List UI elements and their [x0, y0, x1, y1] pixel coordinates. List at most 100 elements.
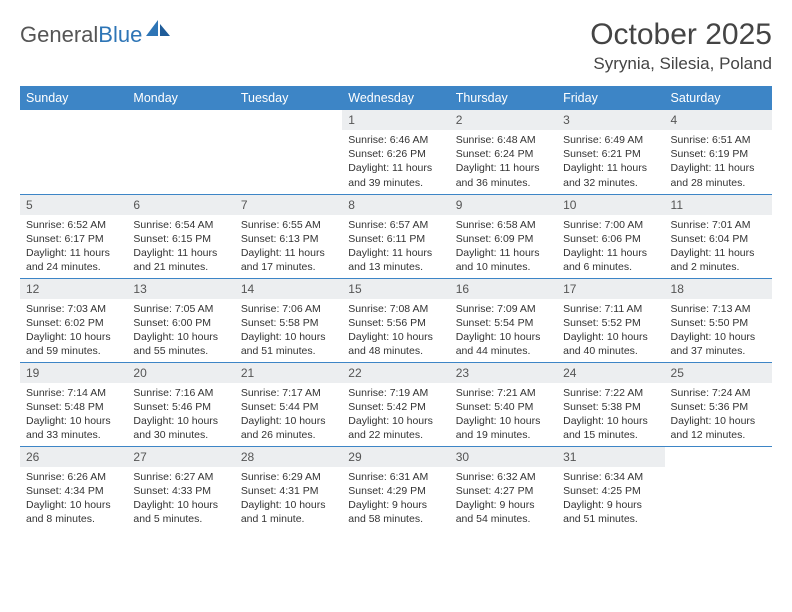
- cell-body: Sunrise: 6:52 AMSunset: 6:17 PMDaylight:…: [20, 215, 127, 275]
- day-number: 20: [127, 363, 234, 383]
- sunrise-line: Sunrise: 6:27 AM: [133, 470, 228, 484]
- day-number: 19: [20, 363, 127, 383]
- sunrise-line: Sunrise: 6:32 AM: [456, 470, 551, 484]
- cell-body: Sunrise: 6:49 AMSunset: 6:21 PMDaylight:…: [557, 130, 664, 190]
- day-number: 31: [557, 447, 664, 467]
- calendar-cell: 26Sunrise: 6:26 AMSunset: 4:34 PMDayligh…: [20, 446, 127, 530]
- calendar-cell: 7Sunrise: 6:55 AMSunset: 6:13 PMDaylight…: [235, 194, 342, 278]
- daylight-line: Daylight: 11 hours and 21 minutes.: [133, 246, 228, 274]
- daylight-line: Daylight: 9 hours and 51 minutes.: [563, 498, 658, 526]
- cell-body: Sunrise: 7:14 AMSunset: 5:48 PMDaylight:…: [20, 383, 127, 443]
- cell-body: Sunrise: 6:27 AMSunset: 4:33 PMDaylight:…: [127, 467, 234, 527]
- cell-body: Sunrise: 7:01 AMSunset: 6:04 PMDaylight:…: [665, 215, 772, 275]
- cell-body: Sunrise: 6:55 AMSunset: 6:13 PMDaylight:…: [235, 215, 342, 275]
- calendar-cell: [20, 110, 127, 194]
- sunset-line: Sunset: 6:19 PM: [671, 147, 766, 161]
- sunset-line: Sunset: 5:58 PM: [241, 316, 336, 330]
- daylight-line: Daylight: 9 hours and 54 minutes.: [456, 498, 551, 526]
- sunrise-line: Sunrise: 7:05 AM: [133, 302, 228, 316]
- sunset-line: Sunset: 5:52 PM: [563, 316, 658, 330]
- day-number: 21: [235, 363, 342, 383]
- sunrise-line: Sunrise: 6:26 AM: [26, 470, 121, 484]
- calendar-cell: 3Sunrise: 6:49 AMSunset: 6:21 PMDaylight…: [557, 110, 664, 194]
- daylight-line: Daylight: 10 hours and 59 minutes.: [26, 330, 121, 358]
- calendar-row: 19Sunrise: 7:14 AMSunset: 5:48 PMDayligh…: [20, 362, 772, 446]
- daylight-line: Daylight: 10 hours and 33 minutes.: [26, 414, 121, 442]
- day-number: 15: [342, 279, 449, 299]
- cell-body: Sunrise: 6:54 AMSunset: 6:15 PMDaylight:…: [127, 215, 234, 275]
- day-header-row: SundayMondayTuesdayWednesdayThursdayFrid…: [20, 86, 772, 110]
- day-number: 8: [342, 195, 449, 215]
- calendar-cell: 22Sunrise: 7:19 AMSunset: 5:42 PMDayligh…: [342, 362, 449, 446]
- daylight-line: Daylight: 10 hours and 19 minutes.: [456, 414, 551, 442]
- calendar-cell: 8Sunrise: 6:57 AMSunset: 6:11 PMDaylight…: [342, 194, 449, 278]
- day-number: 27: [127, 447, 234, 467]
- sunset-line: Sunset: 4:33 PM: [133, 484, 228, 498]
- daylight-line: Daylight: 10 hours and 8 minutes.: [26, 498, 121, 526]
- cell-body: Sunrise: 7:22 AMSunset: 5:38 PMDaylight:…: [557, 383, 664, 443]
- calendar-cell: 24Sunrise: 7:22 AMSunset: 5:38 PMDayligh…: [557, 362, 664, 446]
- calendar-cell: 19Sunrise: 7:14 AMSunset: 5:48 PMDayligh…: [20, 362, 127, 446]
- cell-body: Sunrise: 6:26 AMSunset: 4:34 PMDaylight:…: [20, 467, 127, 527]
- day-number: 26: [20, 447, 127, 467]
- calendar-cell: [127, 110, 234, 194]
- calendar-cell: 5Sunrise: 6:52 AMSunset: 6:17 PMDaylight…: [20, 194, 127, 278]
- cell-body: Sunrise: 7:00 AMSunset: 6:06 PMDaylight:…: [557, 215, 664, 275]
- calendar-cell: 29Sunrise: 6:31 AMSunset: 4:29 PMDayligh…: [342, 446, 449, 530]
- sunset-line: Sunset: 4:31 PM: [241, 484, 336, 498]
- sunset-line: Sunset: 5:48 PM: [26, 400, 121, 414]
- day-number: 18: [665, 279, 772, 299]
- daylight-line: Daylight: 9 hours and 58 minutes.: [348, 498, 443, 526]
- calendar-cell: 30Sunrise: 6:32 AMSunset: 4:27 PMDayligh…: [450, 446, 557, 530]
- sunrise-line: Sunrise: 6:57 AM: [348, 218, 443, 232]
- cell-body: Sunrise: 6:46 AMSunset: 6:26 PMDaylight:…: [342, 130, 449, 190]
- cell-body: Sunrise: 6:57 AMSunset: 6:11 PMDaylight:…: [342, 215, 449, 275]
- calendar-cell: 20Sunrise: 7:16 AMSunset: 5:46 PMDayligh…: [127, 362, 234, 446]
- sunset-line: Sunset: 6:02 PM: [26, 316, 121, 330]
- day-number: 10: [557, 195, 664, 215]
- sunrise-line: Sunrise: 7:11 AM: [563, 302, 658, 316]
- calendar-cell: 12Sunrise: 7:03 AMSunset: 6:02 PMDayligh…: [20, 278, 127, 362]
- sunrise-line: Sunrise: 7:14 AM: [26, 386, 121, 400]
- cell-body: Sunrise: 6:32 AMSunset: 4:27 PMDaylight:…: [450, 467, 557, 527]
- sunrise-line: Sunrise: 6:54 AM: [133, 218, 228, 232]
- sunset-line: Sunset: 6:09 PM: [456, 232, 551, 246]
- day-number: 28: [235, 447, 342, 467]
- day-number: 24: [557, 363, 664, 383]
- location: Syrynia, Silesia, Poland: [590, 54, 772, 74]
- daylight-line: Daylight: 11 hours and 36 minutes.: [456, 161, 551, 189]
- sunset-line: Sunset: 4:27 PM: [456, 484, 551, 498]
- cell-body: Sunrise: 6:48 AMSunset: 6:24 PMDaylight:…: [450, 130, 557, 190]
- calendar-cell: 23Sunrise: 7:21 AMSunset: 5:40 PMDayligh…: [450, 362, 557, 446]
- day-number: 22: [342, 363, 449, 383]
- sunset-line: Sunset: 5:38 PM: [563, 400, 658, 414]
- logo: GeneralBlue: [20, 22, 172, 48]
- sunrise-line: Sunrise: 7:01 AM: [671, 218, 766, 232]
- daylight-line: Daylight: 11 hours and 39 minutes.: [348, 161, 443, 189]
- calendar-cell: [665, 446, 772, 530]
- calendar-cell: 25Sunrise: 7:24 AMSunset: 5:36 PMDayligh…: [665, 362, 772, 446]
- sunset-line: Sunset: 6:15 PM: [133, 232, 228, 246]
- day-header: Tuesday: [235, 86, 342, 110]
- daylight-line: Daylight: 10 hours and 44 minutes.: [456, 330, 551, 358]
- sunrise-line: Sunrise: 6:49 AM: [563, 133, 658, 147]
- daylight-line: Daylight: 10 hours and 12 minutes.: [671, 414, 766, 442]
- calendar-head: SundayMondayTuesdayWednesdayThursdayFrid…: [20, 86, 772, 110]
- sunset-line: Sunset: 6:06 PM: [563, 232, 658, 246]
- sunset-line: Sunset: 4:29 PM: [348, 484, 443, 498]
- sunset-line: Sunset: 6:13 PM: [241, 232, 336, 246]
- day-number: 29: [342, 447, 449, 467]
- sunset-line: Sunset: 5:54 PM: [456, 316, 551, 330]
- day-number: 3: [557, 110, 664, 130]
- sunrise-line: Sunrise: 6:46 AM: [348, 133, 443, 147]
- calendar-cell: 1Sunrise: 6:46 AMSunset: 6:26 PMDaylight…: [342, 110, 449, 194]
- day-header: Wednesday: [342, 86, 449, 110]
- day-header: Saturday: [665, 86, 772, 110]
- calendar-cell: 16Sunrise: 7:09 AMSunset: 5:54 PMDayligh…: [450, 278, 557, 362]
- sunrise-line: Sunrise: 6:55 AM: [241, 218, 336, 232]
- sunrise-line: Sunrise: 6:29 AM: [241, 470, 336, 484]
- calendar-cell: 10Sunrise: 7:00 AMSunset: 6:06 PMDayligh…: [557, 194, 664, 278]
- calendar-cell: 15Sunrise: 7:08 AMSunset: 5:56 PMDayligh…: [342, 278, 449, 362]
- day-number: 16: [450, 279, 557, 299]
- day-number: 4: [665, 110, 772, 130]
